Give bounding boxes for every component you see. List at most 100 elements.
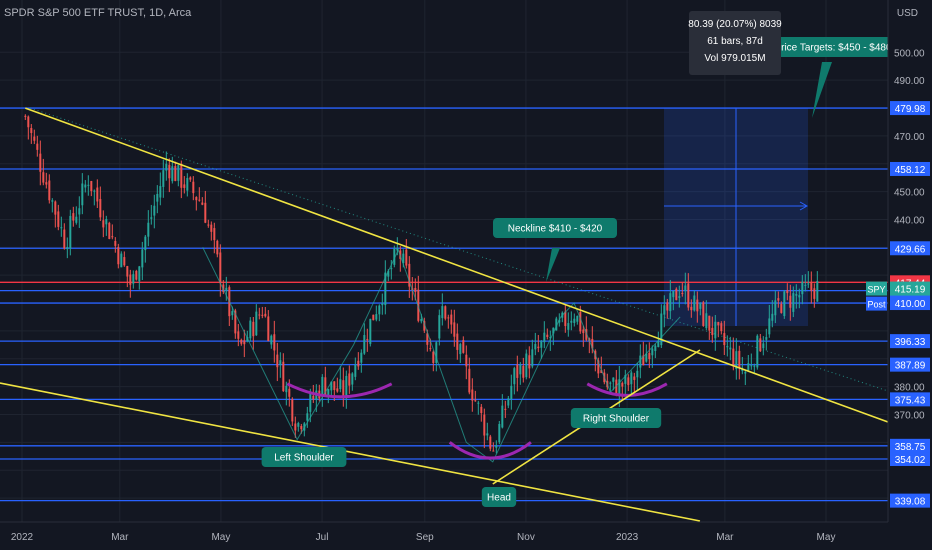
price-axis[interactable]: 500.00 490.00 470.00 450.00 440.00 380.00 370.… bbox=[866, 0, 932, 550]
candle-body bbox=[24, 115, 27, 117]
candle-body bbox=[36, 143, 39, 150]
candle-body bbox=[414, 287, 417, 293]
candle-body bbox=[39, 153, 42, 172]
lower-trendline bbox=[0, 382, 701, 522]
level-price-tag-bg bbox=[890, 241, 930, 256]
candle-body bbox=[492, 450, 495, 452]
symbol-title: SPDR S&P 500 ETF TRUST, 1D, Arca bbox=[4, 7, 192, 19]
candle-body bbox=[78, 208, 81, 215]
candle-body bbox=[525, 353, 528, 378]
candle-body bbox=[702, 302, 705, 326]
candle-body bbox=[732, 348, 735, 367]
candle-body bbox=[264, 313, 267, 317]
x-tick-label: Nov bbox=[517, 532, 535, 543]
candle-body bbox=[348, 373, 351, 386]
x-tick-label: May bbox=[211, 532, 230, 543]
session-badge-text: Post bbox=[867, 300, 886, 310]
level-price-tag-text: 458.12 bbox=[895, 165, 926, 176]
candle-body bbox=[366, 339, 369, 341]
candle-body bbox=[195, 197, 198, 201]
session-badge-bg bbox=[866, 296, 887, 311]
y-tick-label: 490.00 bbox=[894, 76, 925, 87]
candle-body bbox=[129, 274, 132, 285]
candle-body bbox=[678, 296, 681, 298]
level-price-tag-text: 375.43 bbox=[895, 395, 926, 406]
candle-body bbox=[750, 365, 753, 367]
candle-body bbox=[708, 315, 711, 331]
candle-body bbox=[330, 381, 333, 391]
candle-body bbox=[336, 388, 339, 392]
candle-body bbox=[627, 377, 630, 386]
candle-body bbox=[390, 268, 393, 270]
candle-body bbox=[321, 376, 324, 397]
candle-body bbox=[105, 219, 108, 225]
candle-body bbox=[480, 406, 483, 414]
candle-body bbox=[240, 339, 243, 344]
candle-body bbox=[639, 355, 642, 368]
candles bbox=[24, 114, 819, 454]
candle-body bbox=[456, 333, 459, 350]
candle-body bbox=[141, 249, 144, 268]
candle-body bbox=[99, 199, 102, 218]
level-price-tag-text: 358.75 bbox=[895, 442, 926, 453]
candle-body bbox=[675, 288, 678, 301]
candle-body bbox=[570, 320, 573, 323]
candle-body bbox=[147, 222, 150, 237]
left-shoulder-label[interactable]: Left Shoulder bbox=[261, 447, 347, 467]
price-target-label[interactable]: Price Targets: $450 - $480 bbox=[754, 37, 912, 57]
candle-body bbox=[576, 315, 579, 322]
candle-body bbox=[279, 360, 282, 366]
candle-body bbox=[255, 311, 258, 336]
candle-body bbox=[63, 229, 66, 249]
candle-body bbox=[453, 322, 456, 337]
right-shoulder-label[interactable]: Right Shoulder bbox=[570, 408, 662, 428]
candle-body bbox=[33, 136, 36, 141]
candle-body bbox=[753, 365, 756, 367]
candle-body bbox=[648, 352, 651, 360]
head-label[interactable]: Head bbox=[481, 487, 517, 507]
candle-body bbox=[405, 249, 408, 266]
right-shoulder-arc bbox=[586, 382, 668, 397]
candle-body bbox=[816, 281, 819, 302]
candle-body bbox=[363, 335, 366, 354]
candle-body bbox=[261, 314, 264, 316]
measurement-line: 80.39 (20.07%) 8039 bbox=[688, 19, 782, 30]
neckline-label[interactable]: Neckline $410 - $420 bbox=[493, 218, 617, 238]
candle-body bbox=[243, 340, 246, 345]
candle-body bbox=[309, 393, 312, 412]
symbol-badge-bg bbox=[866, 281, 887, 296]
measurement-readout: 80.39 (20.07%) 8039 61 bars, 87d Vol 979.0… bbox=[688, 11, 782, 75]
candle-body bbox=[690, 306, 693, 311]
level-price-tag-bg bbox=[890, 161, 930, 176]
candle-body bbox=[684, 285, 687, 292]
candle-body bbox=[96, 187, 99, 202]
y-tick-label: 380.00 bbox=[894, 383, 925, 394]
candle-body bbox=[114, 240, 117, 246]
neckline-label-text: Neckline $410 - $420 bbox=[508, 224, 603, 235]
candle-body bbox=[531, 349, 534, 367]
x-tick-label: Mar bbox=[716, 532, 734, 543]
left-shoulder-label-bg bbox=[261, 447, 347, 467]
symbol-badge-text: SPY bbox=[867, 285, 885, 295]
candle-body bbox=[612, 377, 615, 382]
measurement-arrow-head bbox=[799, 201, 809, 211]
candle-body bbox=[621, 382, 624, 387]
price-target-label-bg bbox=[754, 37, 912, 57]
x-tick-label: May bbox=[817, 532, 836, 543]
pattern-zigzag-line bbox=[202, 247, 681, 463]
level-price-tag-bg bbox=[890, 357, 930, 372]
candle-body bbox=[804, 284, 807, 286]
candle-body bbox=[294, 423, 297, 431]
candle-body bbox=[669, 293, 672, 312]
candle-body bbox=[66, 246, 69, 250]
candle-body bbox=[306, 413, 309, 421]
candle-body bbox=[162, 170, 165, 187]
candle-body bbox=[54, 201, 57, 215]
candle-body bbox=[288, 388, 291, 397]
head-label-text: Head bbox=[487, 493, 511, 504]
candle-body bbox=[198, 199, 201, 201]
level-price-tag-bg bbox=[890, 452, 930, 467]
time-axis[interactable]: 2022 Mar May Jul Sep Nov 2023 Mar May bbox=[0, 521, 932, 550]
candle-body bbox=[774, 300, 777, 316]
